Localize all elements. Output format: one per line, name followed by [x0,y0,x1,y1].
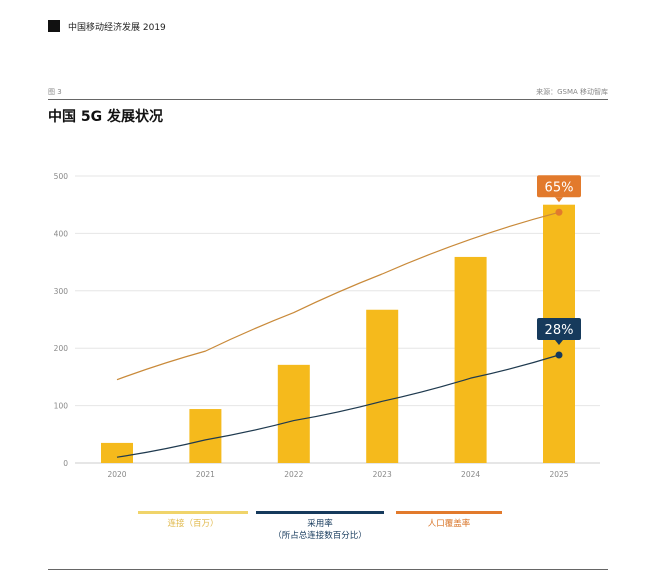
x-tick-label: 2023 [373,470,392,479]
coverage-line-end-label-bg [537,175,581,198]
adoption-line-end-dot [555,351,563,359]
adoption-line-end-label-pointer [555,339,563,345]
chart-title: 中国 5G 发展状况 [48,109,163,125]
legend-swatch-connections [138,511,248,514]
y-tick-label: 0 [63,459,68,468]
bar-2021 [189,409,222,463]
y-tick-label: 200 [54,344,69,353]
y-tick-label: 500 [54,172,69,181]
bar-2022 [277,364,310,463]
x-tick-label: 2022 [284,470,303,479]
document-title: 中国移动经济发展 2019 [68,23,166,33]
legend-swatch-adoption [256,511,384,514]
source-note: 来源：GSMA 移动智库 [536,88,608,96]
figure-number: 图 3 [48,88,62,96]
legend-label-adoption: 采用率 （所占总连接数百分比） [250,518,390,542]
x-tick-label: 2024 [461,470,480,479]
divider [48,99,608,100]
legend-label-adoption-title: 采用率 [307,519,333,529]
bar-2023 [366,309,399,463]
coverage-line [116,211,560,381]
legend-label-adoption-subtitle: （所占总连接数百分比） [273,531,367,541]
legend-swatch-coverage [396,511,502,514]
bar-2024 [454,256,487,463]
x-tick-label: 2020 [107,470,126,479]
coverage-line-end-label: 65% [545,180,574,195]
x-tick-label: 2021 [196,470,215,479]
adoption-line-end-label-bg [537,317,581,340]
adoption-line-end-label: 28% [545,323,574,338]
coverage-line-end-dot [555,208,563,216]
coverage-line-end-label-pointer [555,197,563,203]
legend-label-connections: 连接（百万） [167,519,219,529]
y-tick-label: 400 [54,229,69,238]
bar-2020 [101,442,133,463]
legend-label-coverage: 人口覆盖率 [427,519,471,529]
y-tick-label: 100 [54,402,69,411]
y-tick-label: 300 [54,287,69,296]
adoption-line [116,354,560,458]
gsma-logo-icon [48,20,60,32]
divider [48,569,608,570]
x-tick-label: 2025 [549,470,568,479]
